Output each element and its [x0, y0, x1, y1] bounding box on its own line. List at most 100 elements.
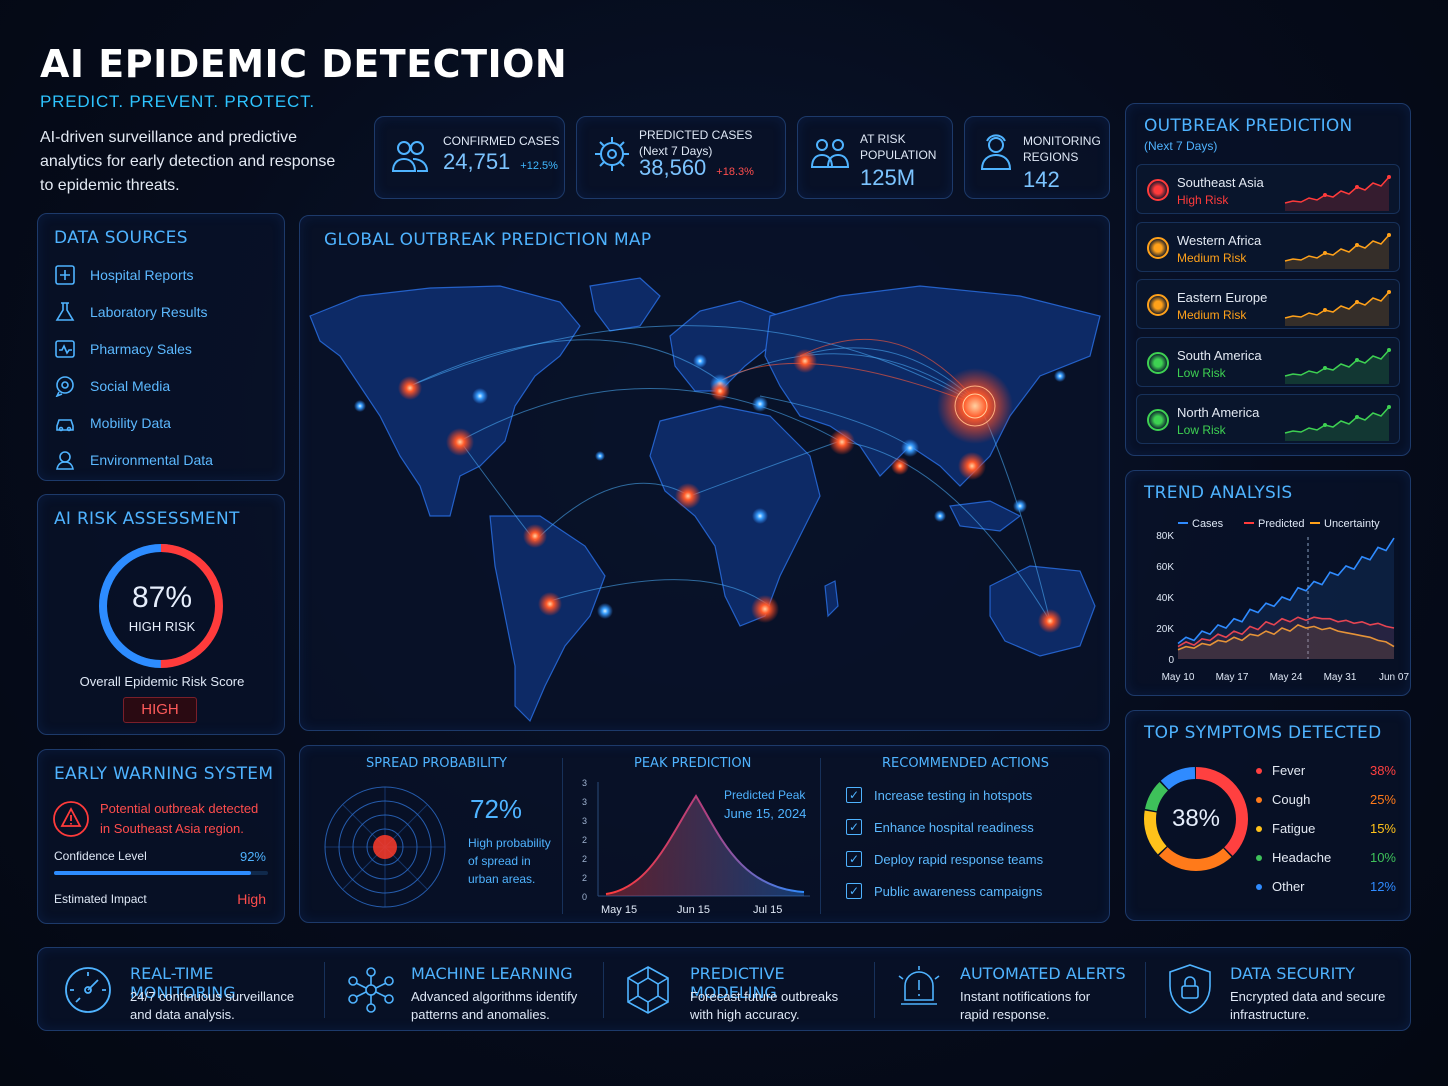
checkbox-icon[interactable]: ✓ [846, 819, 862, 835]
data-source-lab[interactable]: Laboratory Results [54, 301, 208, 323]
trend-analysis-panel: TREND ANALYSIS Cases Predicted Uncertainty… [1125, 470, 1411, 696]
data-source-hospital[interactable]: Hospital Reports [54, 264, 194, 286]
action-label: Deploy rapid response teams [874, 851, 1044, 867]
outbreak-region-row[interactable]: Southeast Asia High Risk [1136, 164, 1400, 214]
symptom-row[interactable]: Cough 25% [1256, 792, 1396, 807]
feature-realtime-monitoring[interactable]: REAL-TIME MONITORING 24/7 continuous sur… [38, 948, 324, 1032]
action-item[interactable]: ✓ Enhance hospital readiness [846, 819, 1034, 835]
impact-label: Estimated Impact [54, 892, 147, 906]
feature-data-security[interactable]: DATA SECURITY Encrypted data and secure i… [1146, 948, 1412, 1032]
pharmacy-icon [55, 340, 75, 358]
stat-sublabel: POPULATION [860, 148, 937, 162]
outbreak-region-row[interactable]: North America Low Risk [1136, 394, 1400, 444]
peak-ytick: 0 [582, 892, 588, 902]
stat-card-predicted[interactable]: PREDICTED CASES (Next 7 Days) 38,560 +18.… [576, 116, 786, 199]
feature-title: AUTOMATED ALERTS [960, 964, 1126, 983]
chat-icon [55, 376, 74, 397]
panel-title: OUTBREAK PREDICTION [1144, 116, 1353, 136]
feature-title: REAL-TIME MONITORING [130, 964, 236, 1002]
legend-label: Cases [1192, 518, 1224, 530]
risk-badge-icon [1147, 294, 1169, 316]
hexagon-network-icon [627, 966, 669, 1014]
spread-percent: 72% [470, 794, 523, 824]
spread-text: High probability of spread in urban area… [468, 836, 551, 886]
symptom-percent: 15% [1369, 821, 1396, 836]
series-line [1177, 537, 1395, 645]
world-map-panel[interactable]: GLOBAL OUTBREAK PREDICTION MAP [299, 215, 1110, 731]
data-source-social[interactable]: Social Media [54, 375, 170, 397]
peak-xtick: May 15 [601, 904, 638, 916]
donut-slice[interactable] [1144, 767, 1248, 871]
stat-card-confirmed[interactable]: CONFIRMED CASES 24,751 +12.5% [374, 116, 565, 199]
features-bar: REAL-TIME MONITORING 24/7 continuous sur… [37, 947, 1411, 1031]
checkbox-icon[interactable]: ✓ [846, 851, 862, 867]
region-sparkline [1284, 290, 1391, 326]
symptom-name: Other [1272, 879, 1305, 894]
peak-ytick: 3 [582, 816, 588, 826]
donut-slice[interactable] [1144, 767, 1248, 871]
gauge-icon [65, 967, 111, 1013]
action-item[interactable]: ✓ Deploy rapid response teams [846, 851, 1043, 867]
feature-machine-learning[interactable]: MACHINE LEARNING Advanced algorithms ide… [325, 948, 603, 1032]
environment-icon [56, 451, 74, 470]
warning-message: Potential outbreak detected [100, 801, 259, 816]
data-source-environment[interactable]: Environmental Data [54, 449, 213, 471]
series-line [1177, 623, 1395, 651]
legend-dot [1256, 884, 1262, 890]
region-sparkline [1284, 347, 1391, 384]
stat-card-regions[interactable]: MONITORING REGIONS 142 [964, 116, 1110, 199]
group-icon [810, 139, 850, 168]
data-source-pharmacy[interactable]: Pharmacy Sales [54, 338, 192, 360]
feature-predictive-modeling[interactable]: PREDICTIVE MODELING Forecast future outb… [604, 948, 874, 1032]
stat-label: AT RISK [860, 132, 906, 146]
spread-title: SPREAD PROBABILITY [366, 756, 508, 771]
series-area [1178, 624, 1394, 659]
region-risk: High Risk [1177, 193, 1229, 207]
warning-message-2: in Southeast Asia region. [100, 821, 244, 836]
symptom-row[interactable]: Fever 38% [1256, 763, 1396, 778]
risk-badge-icon [1147, 179, 1169, 201]
alarm-icon [898, 966, 940, 1005]
panel-subtitle: (Next 7 Days) [1144, 139, 1218, 153]
stat-value: 38,560 [639, 155, 707, 180]
stat-card-at-risk[interactable]: AT RISK POPULATION 125M [797, 116, 953, 199]
symptom-row[interactable]: Headache 10% [1256, 850, 1396, 865]
region-name: Western Africa [1177, 232, 1262, 248]
checkbox-icon[interactable]: ✓ [846, 787, 862, 803]
peak-ytick: 3 [582, 778, 588, 788]
y-tick-label: 60K [1156, 562, 1174, 573]
region-name: Southeast Asia [1177, 175, 1264, 190]
data-source-mobility[interactable]: Mobility Data [54, 412, 171, 434]
region-risk: Low Risk [1177, 423, 1226, 437]
checkbox-icon[interactable]: ✓ [846, 883, 862, 899]
symptom-row[interactable]: Other 12% [1256, 879, 1396, 894]
action-item[interactable]: ✓ Public awareness campaigns [846, 883, 1042, 899]
world-map[interactable] [300, 216, 1110, 731]
peak-chart [597, 782, 810, 897]
outbreak-region-row[interactable]: Western Africa Medium Risk [1136, 221, 1400, 272]
donut-slice[interactable] [1144, 767, 1248, 871]
action-item[interactable]: ✓ Increase testing in hotspots [846, 787, 1032, 803]
y-tick-label: 0 [1168, 655, 1174, 666]
y-tick-label: 80K [1156, 531, 1174, 542]
feature-desc: 24/7 continuous surveillance and data ana… [130, 989, 295, 1022]
peak-annotation: Predicted Peak [724, 788, 806, 802]
series-line [1177, 616, 1395, 648]
feature-title: PREDICTIVE MODELING [690, 964, 785, 1002]
confidence-bar [54, 871, 268, 875]
feature-automated-alerts[interactable]: AUTOMATED ALERTS Instant notifications f… [875, 948, 1145, 1032]
people-icon [391, 141, 429, 172]
outbreak-region-row[interactable]: Eastern Europe Medium Risk [1136, 279, 1400, 329]
risk-level: HIGH RISK [128, 619, 196, 634]
symptom-row[interactable]: Fatigue 15% [1256, 821, 1396, 836]
panel-title: DATA SOURCES [54, 228, 188, 248]
risk-badge-icon [1147, 351, 1169, 374]
peak-ytick: 2 [582, 854, 588, 864]
x-tick-label: May 10 [1162, 672, 1195, 683]
data-source-label: Environmental Data [90, 452, 213, 468]
feature-desc: Forecast future outbreaks with high accur… [690, 989, 839, 1022]
symptom-name: Fatigue [1272, 821, 1316, 836]
risk-badge-icon [1147, 409, 1169, 431]
outbreak-region-row[interactable]: South America Low Risk [1136, 336, 1400, 387]
risk-badge: HIGH [123, 697, 197, 723]
